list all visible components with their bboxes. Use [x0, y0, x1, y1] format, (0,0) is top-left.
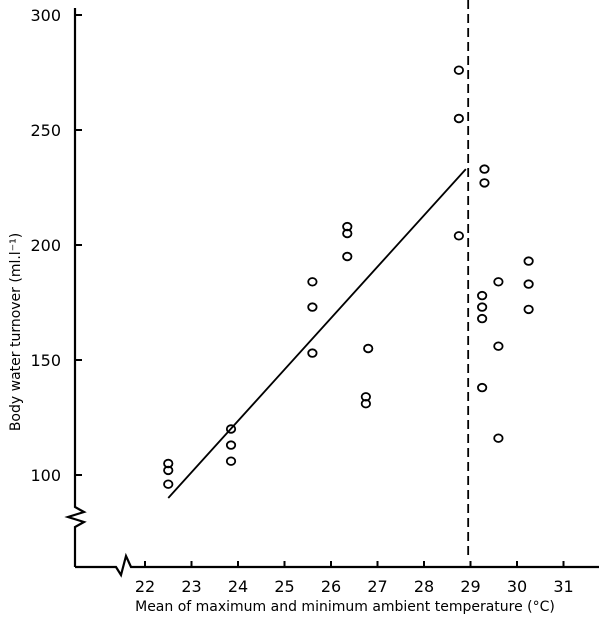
- fit-line-group: [167, 168, 467, 499]
- data-point: [360, 399, 371, 409]
- data-point: [479, 164, 490, 174]
- x-tick-label: 30: [507, 577, 527, 596]
- data-point: [523, 304, 534, 315]
- x-tick-label: 22: [135, 577, 155, 596]
- data-point: [523, 256, 534, 266]
- x-tick-label: 24: [228, 577, 248, 596]
- y-axis-label: Body water turnover (ml.l⁻¹): [8, 233, 24, 431]
- data-point: [453, 113, 464, 124]
- y-tick-label: 200: [30, 236, 61, 255]
- regression-line: [167, 168, 467, 499]
- data-point: [477, 290, 488, 301]
- x-tick-label: 23: [181, 577, 201, 596]
- data-point: [307, 302, 318, 312]
- x-tick-label: 31: [553, 577, 573, 596]
- data-point: [225, 456, 237, 466]
- data-point: [307, 348, 318, 358]
- y-axis-line: [64, 8, 87, 567]
- y-tick-label: 100: [30, 466, 61, 485]
- data-point: [307, 277, 318, 287]
- y-tick-label: 250: [30, 121, 61, 140]
- x-tick-label: 29: [460, 577, 480, 596]
- data-point: [479, 178, 490, 188]
- data-point: [493, 433, 504, 443]
- data-point: [342, 228, 353, 239]
- axes: [64, 8, 599, 578]
- x-tick-label: 25: [274, 577, 294, 596]
- x-tick-label: 27: [367, 577, 387, 596]
- data-point: [477, 313, 488, 324]
- y-tick-label: 300: [30, 6, 61, 25]
- data-point: [477, 302, 488, 312]
- data-point: [342, 251, 353, 262]
- x-tick-label: 28: [414, 577, 434, 596]
- ticks: 100 150 200 250 300 22 23 24 25 26 27 28 29 30 31: [30, 6, 573, 596]
- data-point: [523, 279, 534, 289]
- data-point: [163, 479, 174, 489]
- data-point: [493, 277, 504, 287]
- x-axis-label: Mean of maximum and minimum ambient temp…: [135, 599, 555, 615]
- y-tick-label: 150: [30, 351, 61, 370]
- data-point: [453, 231, 464, 241]
- data-point: [493, 341, 504, 351]
- data-point: [363, 343, 374, 354]
- data-point: [477, 382, 488, 393]
- data-point: [163, 465, 174, 476]
- data-point: [225, 424, 237, 434]
- x-tick-label: 26: [321, 577, 341, 596]
- data-point: [225, 440, 237, 450]
- data-point: [453, 65, 464, 75]
- x-axis-line: [75, 552, 599, 578]
- data-points: [163, 65, 534, 489]
